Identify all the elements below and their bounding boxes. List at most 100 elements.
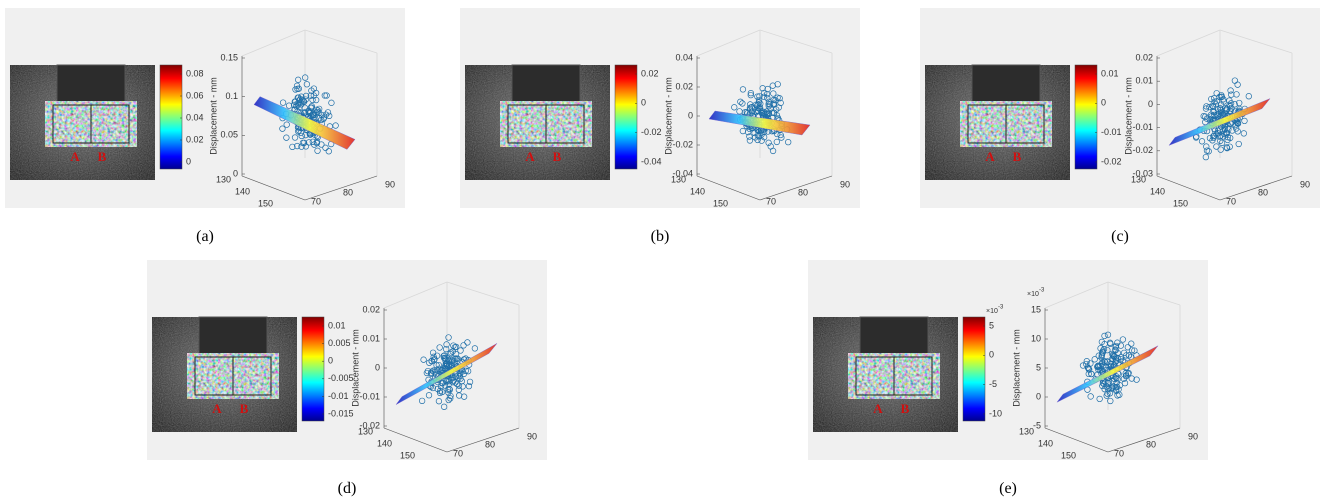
scatter-point <box>427 370 435 377</box>
x-axis <box>759 175 833 201</box>
scatter-point <box>302 143 310 150</box>
scatter-point <box>1099 380 1107 387</box>
region-label: A <box>525 149 535 164</box>
y-tick-label: 130 <box>216 174 231 184</box>
scatter-point <box>293 103 300 110</box>
scatter-point <box>455 392 463 399</box>
scatter-point <box>731 104 738 111</box>
scatter-point <box>307 92 314 99</box>
z-tick-label: 0 <box>233 168 238 178</box>
scatter-point <box>459 383 466 390</box>
scatter-point <box>464 368 472 375</box>
y-axis <box>1156 175 1221 201</box>
panel: A B 0.01 0.005 0 -0.005 -0.01 -0.015 0.02 0.01 0 -0… <box>147 260 547 460</box>
x-tick-label: 80 <box>798 187 808 197</box>
scatter-point <box>302 92 310 100</box>
y-tick-label: 140 <box>690 186 705 196</box>
scatter-point <box>1245 93 1252 100</box>
fit-surface <box>1168 98 1271 146</box>
scatter-point <box>1217 101 1225 108</box>
z-tick-label: 0.04 <box>675 52 693 62</box>
region-label: A <box>212 401 222 416</box>
scatter-point <box>292 86 299 93</box>
scatter-point <box>441 355 449 362</box>
panel-graphic: A B0.020-0.02-0.040.040.020-0.02-0.04Disp… <box>465 29 850 208</box>
colorbar-tick-label: -0.01 <box>1101 127 1122 137</box>
panel-graphic: A B 0.01 0.005 0 -0.005 -0.01 -0.015 0.02 0.01 0 -0… <box>152 281 537 460</box>
window <box>859 316 929 358</box>
scatter-point <box>1100 380 1108 388</box>
scatter-point <box>1232 125 1240 132</box>
scatter-point <box>305 139 313 146</box>
scatter-point <box>1225 126 1232 133</box>
scatter-point <box>748 109 755 117</box>
scatter-point <box>1109 384 1116 391</box>
y-tick-label: 150 <box>1061 450 1076 460</box>
x-tick-label: 90 <box>1300 179 1310 189</box>
caption: (c) <box>1111 228 1129 245</box>
panel: A B 0.01 0 -0.01 -0.02 0.02 0.01 0 -0.01 -0.02 -0.0… <box>920 8 1320 208</box>
scatter-point <box>453 355 460 362</box>
axis-box <box>696 29 761 57</box>
scatter-point <box>453 343 460 351</box>
x-axis <box>304 175 378 201</box>
panel: A B 5 0 -5 -10 ×10 -3 15 10 5 0 -5 ×10 -3 Displacement … <box>808 260 1208 460</box>
scatter-point <box>1217 108 1224 116</box>
scatter-point <box>755 96 763 104</box>
colorbar-tick-label: -0.02 <box>1101 156 1122 166</box>
scatter-point <box>1128 375 1135 382</box>
z-tick-label: -0.04 <box>672 168 693 178</box>
scatter-point <box>471 345 479 352</box>
fit-surface <box>708 110 811 136</box>
y-tick-label: 150 <box>713 198 728 208</box>
z-multiplier: ×10 <box>1027 291 1039 298</box>
z-tick-label: 15 <box>1031 304 1041 314</box>
scatter-point <box>430 357 438 364</box>
scatter-point <box>1104 346 1111 354</box>
scatter-point <box>739 100 746 107</box>
scatter-point <box>447 350 454 358</box>
scatter-point <box>1236 99 1243 107</box>
scatter-point <box>1102 364 1110 371</box>
scatter-point <box>1208 111 1215 118</box>
x-tick-label: 80 <box>1146 439 1156 449</box>
colorbar-tick-label: 0.06 <box>186 90 204 100</box>
z-tick-label: 0.02 <box>1135 52 1153 62</box>
scatter-point <box>309 112 316 119</box>
x-tick-label: 80 <box>1258 187 1268 197</box>
z-axis-label: Displacement - mm <box>1123 77 1133 155</box>
roi-border <box>52 104 130 144</box>
scatter-point <box>1117 355 1124 363</box>
scatter-point <box>1128 340 1135 347</box>
scatter-point <box>446 385 453 393</box>
scatter-point <box>1220 127 1227 134</box>
colorbar-tick-label: 0 <box>641 98 646 108</box>
z-axis-label: Displacement - mm <box>1011 329 1021 407</box>
scatter-point <box>309 96 316 104</box>
scatter-point <box>771 109 778 117</box>
scatter-point <box>1210 103 1217 110</box>
scatter-point <box>1104 390 1111 397</box>
scatter-point <box>770 101 777 108</box>
scatter-point <box>429 349 437 356</box>
scatter-point <box>1122 370 1129 377</box>
scatter-point <box>328 99 335 106</box>
scatter-point <box>418 397 426 405</box>
scatter-point <box>440 403 448 410</box>
scatter-point <box>279 99 287 106</box>
colorbar-tick-label: 0.01 <box>328 320 346 330</box>
panel-graphic: A B 0.01 0 -0.01 -0.02 0.02 0.01 0 -0.01 -0.02 -0.0… <box>925 29 1310 208</box>
colorbar-tick-label: 0.02 <box>186 134 204 144</box>
colorbar-tick-label: -0.04 <box>641 156 662 166</box>
scatter-point <box>1115 386 1122 393</box>
region-label: A <box>873 401 883 416</box>
scatter-point <box>773 106 780 113</box>
scatter-point <box>283 121 290 128</box>
scatter-point <box>448 361 456 368</box>
scatter-point <box>1110 383 1117 390</box>
scatter-point <box>444 386 452 393</box>
scatter-point <box>1226 97 1233 104</box>
scatter-point <box>420 356 427 363</box>
scatter-point <box>1131 347 1138 354</box>
scatter-point <box>313 140 321 147</box>
